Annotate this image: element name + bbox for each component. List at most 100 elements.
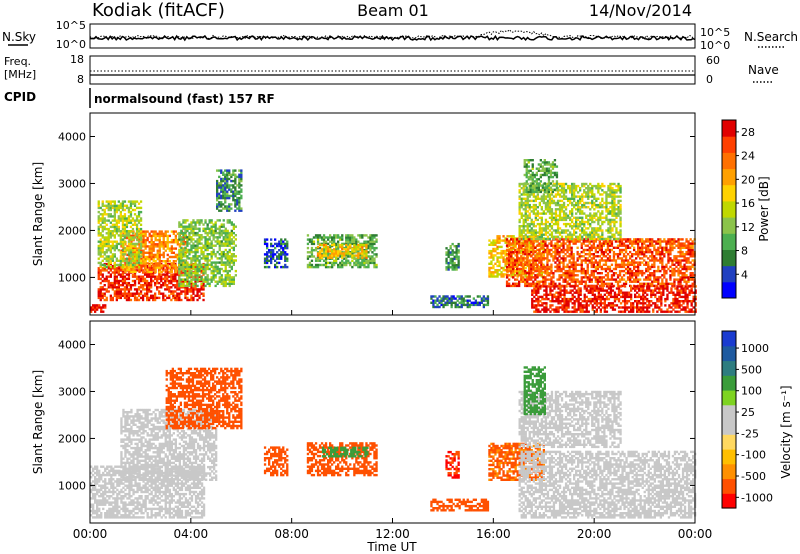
power-cell: [113, 225, 116, 229]
power-cell: [280, 246, 283, 250]
power-cell: [174, 241, 177, 244]
power-cell: [369, 257, 372, 260]
power-cell: [520, 252, 523, 255]
power-cell: [538, 259, 541, 262]
power-cell: [373, 246, 376, 250]
power-cell: [158, 234, 161, 238]
power-cell: [144, 264, 147, 267]
power-cell: [333, 263, 336, 267]
power-cell: [518, 242, 521, 245]
power-cell: [230, 173, 233, 176]
power-cell: [268, 255, 271, 258]
power-cell: [534, 266, 537, 270]
power-cell: [170, 275, 173, 278]
power-cell: [320, 238, 324, 241]
power-cell: [442, 303, 445, 307]
power-cell: [140, 241, 143, 244]
power-cell: [148, 234, 151, 238]
power-cell: [220, 240, 223, 243]
power-cell: [162, 232, 165, 235]
power-cell: [184, 294, 187, 297]
power-cell: [651, 253, 654, 256]
power-cell: [97, 234, 100, 237]
power-cell: [152, 264, 155, 267]
power-cell: [154, 281, 157, 285]
power-cell: [119, 261, 122, 265]
power-cell: [639, 263, 642, 266]
power-cell: [214, 227, 217, 230]
power-cell: [314, 263, 318, 267]
power-cell: [351, 240, 354, 243]
power-cell: [624, 280, 628, 283]
power-cell: [624, 246, 628, 249]
power-cell: [586, 253, 589, 256]
power-cell: [127, 232, 131, 235]
power-cell: [472, 297, 475, 300]
power-cell: [552, 257, 555, 260]
power-cell: [168, 241, 171, 244]
power-cell: [128, 245, 131, 248]
power-cell: [584, 259, 587, 262]
power-cell: [121, 294, 125, 297]
power-cell: [206, 244, 209, 247]
power-cell: [314, 259, 318, 262]
power-cell: [510, 253, 513, 256]
power-cell: [115, 288, 118, 291]
power-cell: [457, 259, 460, 263]
power-cell: [156, 232, 159, 235]
power-cell: [671, 246, 674, 249]
power-cell: [186, 244, 189, 247]
power-cell: [608, 267, 612, 271]
power-cell: [170, 247, 173, 250]
power-cell: [104, 304, 107, 307]
power-cell: [104, 306, 107, 309]
power-cell: [584, 280, 587, 283]
power-cell: [117, 219, 120, 222]
power-cell: [190, 229, 193, 233]
power-cell: [144, 268, 147, 271]
power-cell: [520, 276, 523, 279]
power-cell: [154, 266, 157, 269]
power-cell: [113, 219, 116, 222]
nsearch-trace: [89, 28, 696, 40]
power-cell: [192, 250, 195, 254]
power-cell: [661, 274, 664, 277]
power-cell: [202, 263, 205, 266]
power-cell: [679, 265, 682, 269]
power-cell: [651, 244, 654, 247]
power-cell: [131, 294, 135, 297]
power-cell: [101, 202, 104, 205]
power-cell: [133, 263, 137, 267]
power-cell: [557, 306, 560, 309]
power-cell: [514, 250, 517, 254]
power-cell: [549, 306, 552, 309]
power-cell: [282, 242, 285, 246]
power-cell: [170, 281, 173, 285]
power-cell: [558, 282, 561, 285]
power-cell: [164, 281, 167, 285]
power-cell: [127, 249, 131, 252]
power-cell: [343, 257, 346, 260]
power-cell: [206, 231, 209, 235]
power-cell: [127, 265, 131, 269]
power-cell: [125, 273, 129, 276]
power-cell: [224, 236, 227, 239]
power-cell: [158, 277, 161, 281]
power-cell: [505, 276, 509, 279]
power-cell: [505, 280, 509, 283]
power-cell: [339, 252, 342, 255]
power-cell: [560, 261, 563, 264]
power-cell: [156, 277, 159, 281]
power-cell: [572, 269, 575, 273]
power-cell: [198, 290, 201, 293]
power-cell: [141, 294, 145, 297]
power-cell: [286, 240, 289, 243]
power-cell: [643, 250, 646, 254]
power-cell: [643, 242, 646, 245]
power-cell: [466, 305, 469, 309]
power-cell: [546, 246, 549, 249]
power-cell: [121, 253, 125, 256]
power-cell: [284, 263, 287, 267]
power-cell: [115, 269, 118, 272]
power-cell: [156, 279, 159, 283]
